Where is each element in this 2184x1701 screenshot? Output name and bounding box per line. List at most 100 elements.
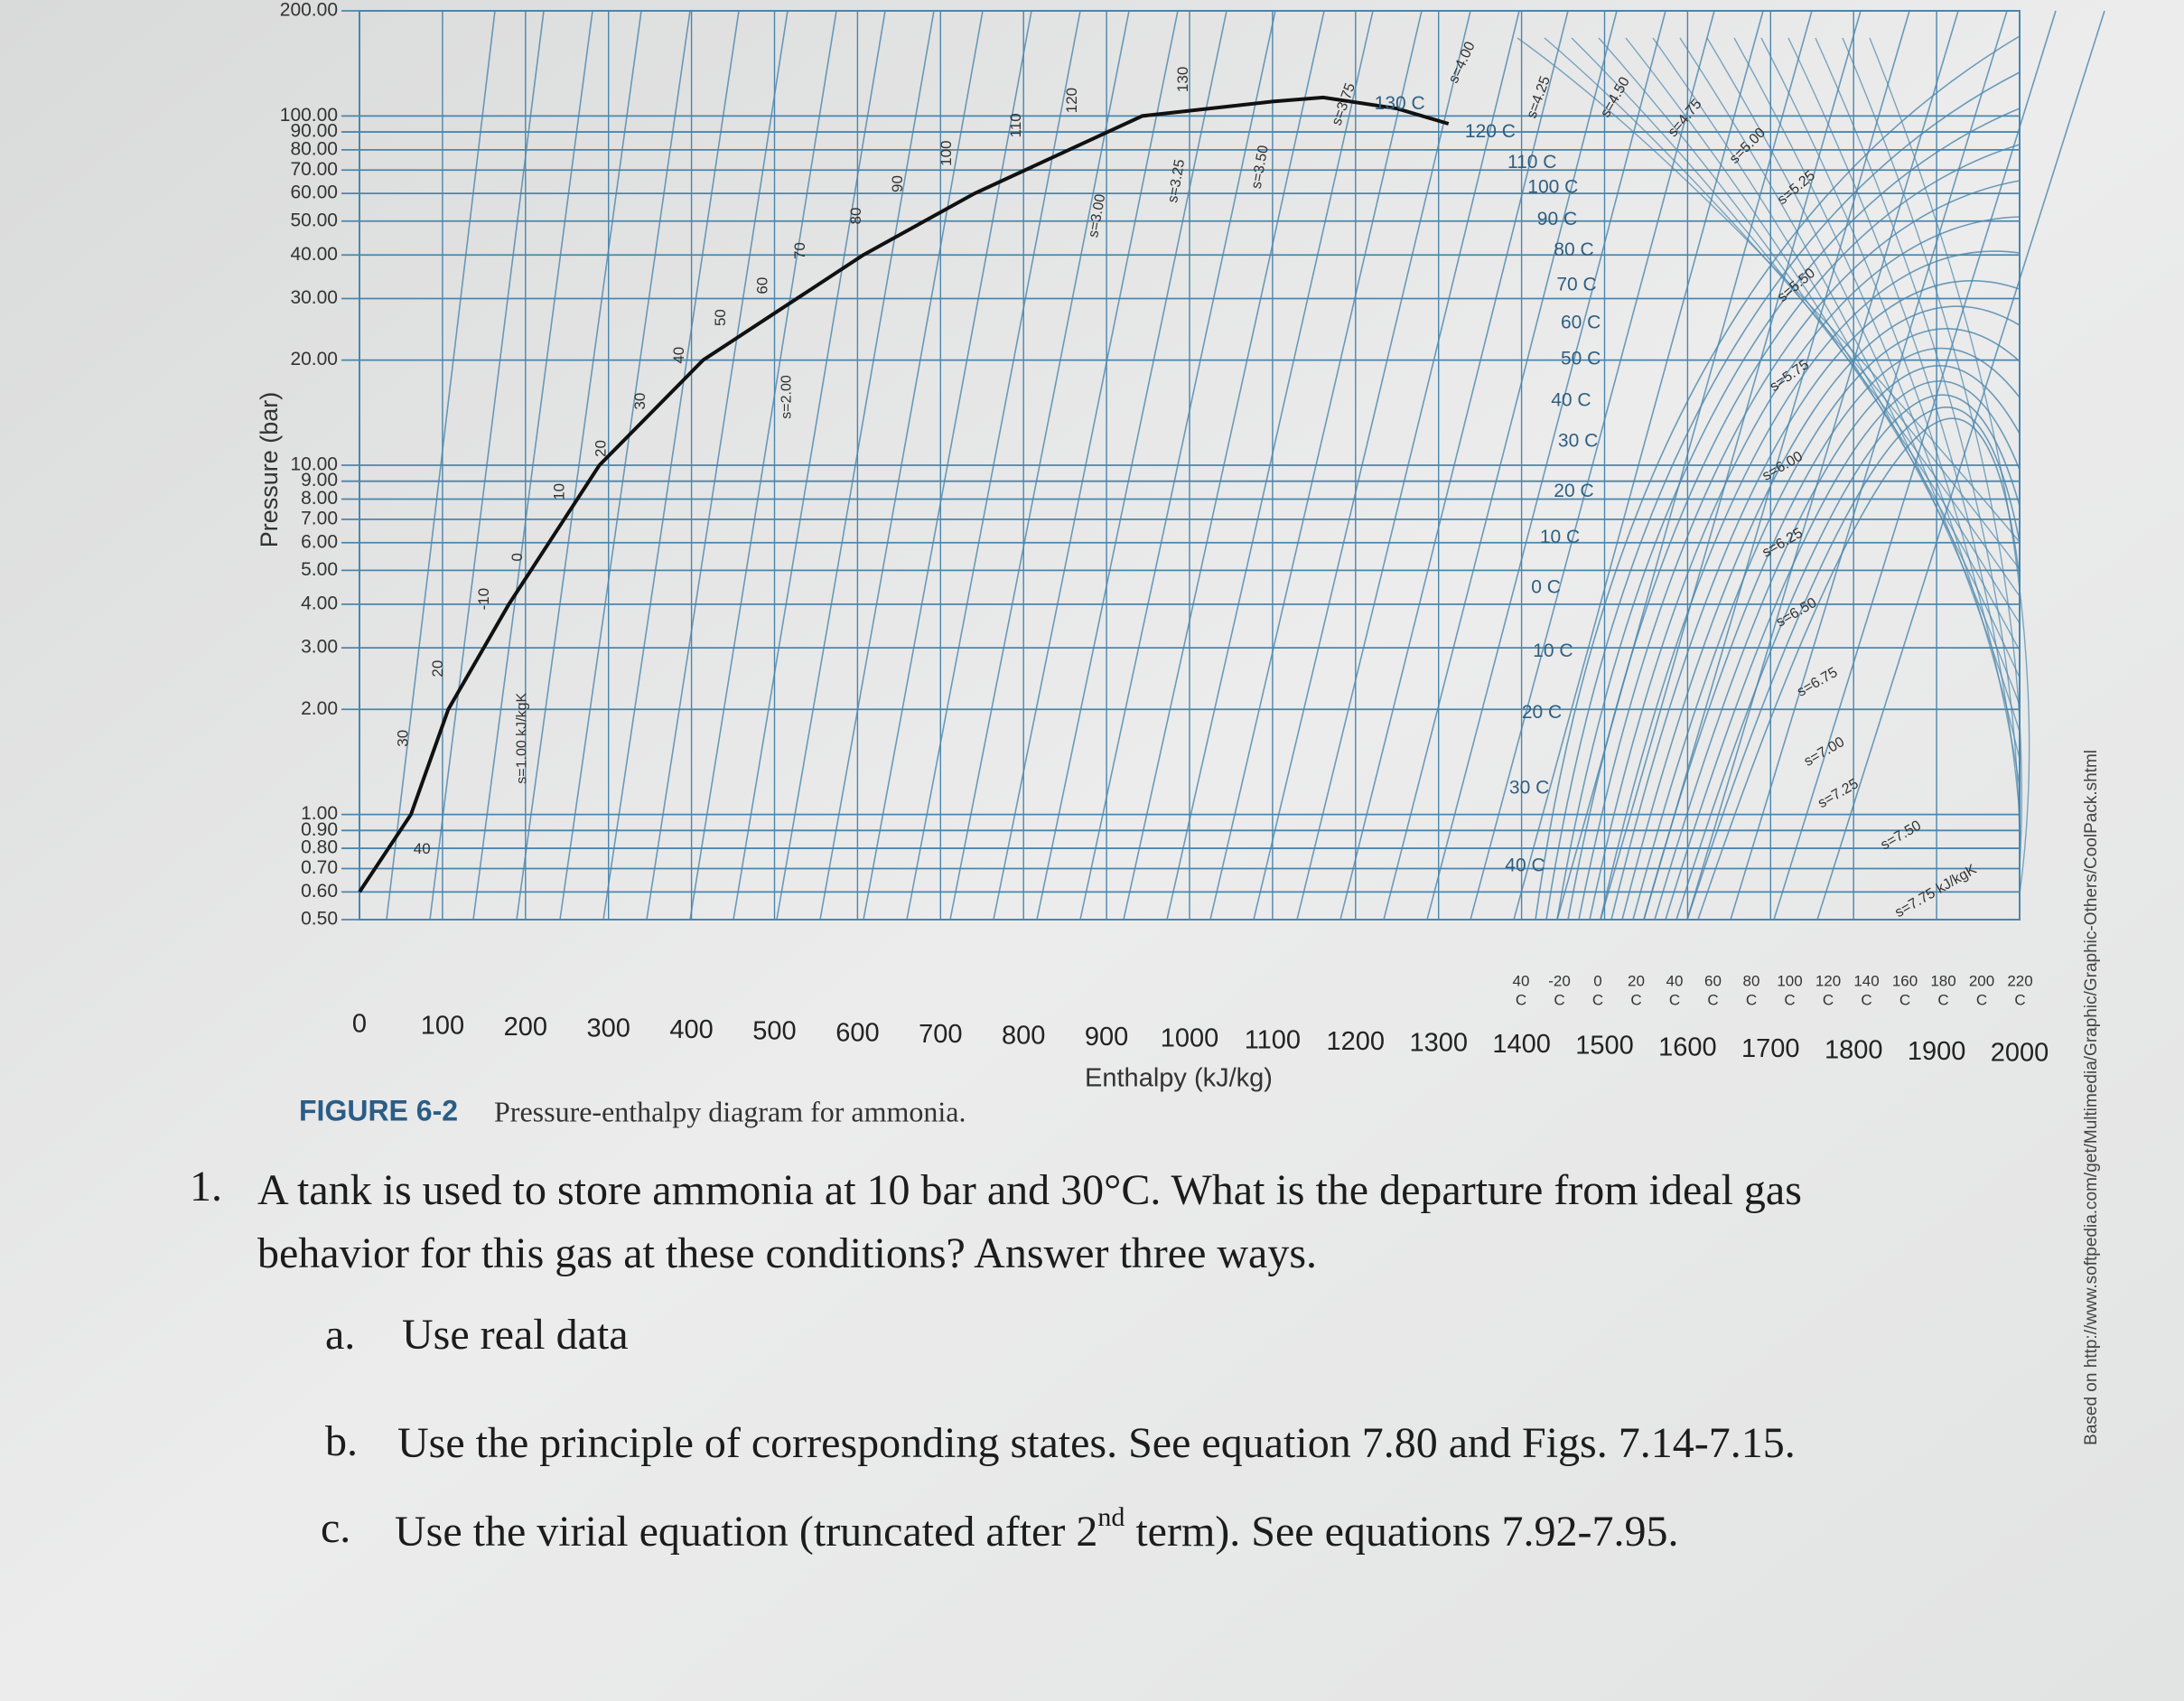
temperature-scale-label: 200 xyxy=(1969,972,1994,989)
liquid-label: 70 xyxy=(791,242,808,259)
x-axis-label: Enthalpy (kJ/kg) xyxy=(1085,1064,1273,1093)
temperature-scale-label: 0 xyxy=(1593,972,1601,989)
y-axis-label: Pressure (bar) xyxy=(256,392,283,548)
liquid-label: 40 xyxy=(414,840,431,857)
part-text: Use real data xyxy=(402,1311,629,1359)
figure-label: FIGURE 6-2 xyxy=(299,1094,458,1126)
isotherm-curve xyxy=(1654,365,2021,921)
isochore-curve xyxy=(1842,37,2023,868)
isochore-curve xyxy=(1517,37,2021,543)
liquid-label: 50 xyxy=(712,309,729,326)
x-tick-label: 1600 xyxy=(1658,1033,1717,1061)
y-tick-label: 50.00 xyxy=(290,210,338,230)
liquid-label: 40 xyxy=(670,347,687,364)
y-tick-label: 40.00 xyxy=(290,244,338,265)
y-tick-label: 0.70 xyxy=(301,857,338,878)
x-tick-label: 400 xyxy=(669,1015,713,1044)
isotherm-label: 40 C xyxy=(1505,855,1545,876)
isotherm-curve xyxy=(1632,328,2021,921)
isotherm-curve xyxy=(1556,107,2021,921)
temperature-unit: C xyxy=(1707,991,1718,1008)
y-tick-label: 3.00 xyxy=(301,637,338,658)
temperature-unit: C xyxy=(1669,991,1680,1008)
isochore-curve xyxy=(1733,37,2021,760)
part-text: Use the virial equation (truncated after… xyxy=(395,1508,1097,1556)
isotherm-curve xyxy=(1697,417,2021,921)
liquid-label: 10 xyxy=(550,483,567,500)
isotherm-label: 40 C xyxy=(1551,390,1591,411)
isotherm-label: 100 C xyxy=(1527,177,1578,198)
entropy-label: s=1.00 kJ/kgK xyxy=(514,692,529,783)
y-tick-label: 30.00 xyxy=(290,287,338,308)
x-tick-label: 100 xyxy=(421,1011,464,1040)
x-tick-label: 1700 xyxy=(1741,1034,1800,1063)
part-text: Use the principle of corresponding state… xyxy=(397,1419,1796,1467)
isochore-curve xyxy=(1598,37,2021,624)
isotherm-curve xyxy=(1600,250,2021,921)
y-tick-label: 0.90 xyxy=(301,819,338,840)
isotherm-curve xyxy=(1567,144,2021,921)
y-tick-label: 9.00 xyxy=(301,470,338,491)
liquid-label: 0 xyxy=(509,553,526,561)
superscript: nd xyxy=(1097,1502,1125,1532)
liquid-label: 90 xyxy=(889,175,906,192)
temperature-unit: C xyxy=(1784,991,1795,1008)
temperature-unit: C xyxy=(1516,991,1526,1008)
y-tick-label: 60.00 xyxy=(290,182,338,203)
x-tick-label: 1000 xyxy=(1161,1024,1219,1053)
temperature-unit: C xyxy=(1823,991,1834,1008)
question-text: behavior for this gas at these condition… xyxy=(257,1229,1317,1277)
isotherm-label: 20 C xyxy=(1522,702,1562,723)
temperature-scale-label: 120 xyxy=(1815,972,1841,989)
liquid-label: 30 xyxy=(631,393,649,410)
temperature-unit: C xyxy=(1630,991,1641,1008)
isotherm-curve xyxy=(1535,35,2021,921)
part-text: Use the virial equation (truncated after… xyxy=(395,1502,1679,1556)
part-text: term). See equations 7.92-7.95. xyxy=(1125,1508,1678,1556)
y-tick-label: 200.00 xyxy=(280,0,338,21)
x-tick-label: 1800 xyxy=(1825,1035,1883,1064)
isotherm-curve xyxy=(1643,347,2021,921)
y-tick-label: 90.00 xyxy=(290,121,338,142)
temperature-unit: C xyxy=(1746,991,1757,1008)
y-tick-label: 70.00 xyxy=(290,159,338,180)
isochore-curve xyxy=(1652,37,2021,678)
saturation-curve xyxy=(358,95,1450,893)
x-tick-label: 1100 xyxy=(1245,1025,1301,1054)
x-tick-label: 900 xyxy=(1085,1023,1128,1051)
part-letter: a. xyxy=(325,1311,355,1359)
y-tick-label: 20.00 xyxy=(290,349,338,369)
liquid-label: 130 xyxy=(1174,67,1191,92)
isochore-curve xyxy=(1625,37,2021,651)
x-tick-label: 1500 xyxy=(1575,1032,1634,1061)
liquid-label: 60 xyxy=(754,277,771,294)
isotherm-label: 10 C xyxy=(1540,527,1580,547)
isotherm-label: 30 C xyxy=(1509,777,1549,798)
x-tick-label: 1200 xyxy=(1327,1027,1386,1056)
figure-caption: Pressure-enthalpy diagram for ammonia. xyxy=(494,1095,966,1127)
temperature-unit: C xyxy=(1861,991,1871,1008)
temperature-scale-label: 80 xyxy=(1743,972,1760,989)
y-tick-label: 100.00 xyxy=(280,105,338,126)
y-tick-label: 1.00 xyxy=(301,803,338,824)
y-tick-label: 4.00 xyxy=(301,593,338,613)
liquid-label: 120 xyxy=(1063,88,1080,113)
isotherm-label: 30 C xyxy=(1558,430,1598,451)
y-tick-label: 0.60 xyxy=(301,881,338,902)
y-tick-label: 2.00 xyxy=(301,698,338,719)
y-tick-label: 7.00 xyxy=(301,508,338,528)
question-text: A tank is used to store ammonia at 10 ba… xyxy=(257,1166,1802,1214)
temperature-scale-label: 60 xyxy=(1704,972,1722,989)
isotherm-label: 90 C xyxy=(1537,209,1577,229)
temperature-scale-label: 100 xyxy=(1777,972,1802,989)
x-tick-label: 0 xyxy=(352,1010,367,1039)
isotherm-label: 110 C xyxy=(1507,152,1556,173)
y-tick-label: 5.00 xyxy=(301,559,338,580)
isochore-curve xyxy=(1815,37,2021,841)
temperature-scale-label: 140 xyxy=(1853,972,1879,989)
isotherm-curve xyxy=(1675,394,2021,921)
y-tick-label: 80.00 xyxy=(290,138,338,159)
